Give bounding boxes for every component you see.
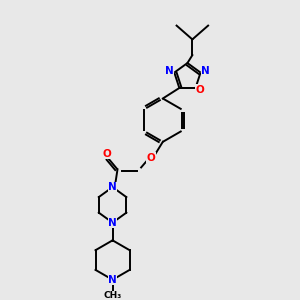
Text: N: N: [108, 182, 117, 192]
Text: N: N: [108, 275, 117, 285]
Text: CH₃: CH₃: [103, 291, 122, 300]
Text: N: N: [108, 218, 117, 228]
Text: N: N: [165, 66, 174, 76]
Text: O: O: [147, 153, 155, 163]
Text: N: N: [201, 66, 210, 76]
Text: O: O: [195, 85, 204, 95]
Text: O: O: [102, 149, 111, 159]
